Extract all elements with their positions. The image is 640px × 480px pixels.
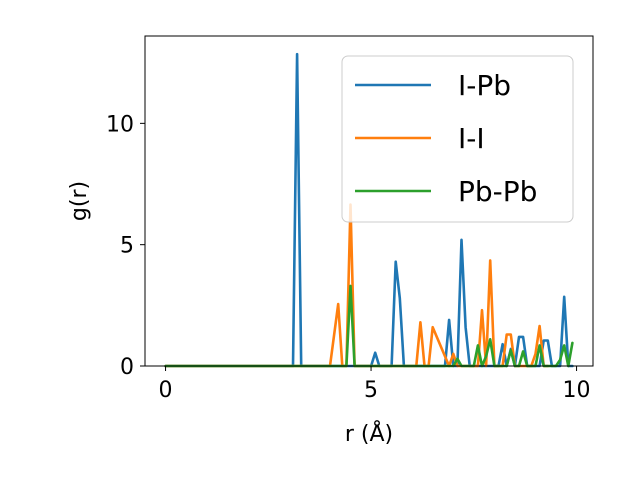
y-tick-label: 0 bbox=[120, 355, 134, 380]
x-tick-label: 5 bbox=[364, 378, 378, 403]
y-axis-label: g(r) bbox=[67, 181, 92, 221]
legend-label-i-i: I-I bbox=[458, 122, 485, 155]
x-axis-label: r (Å) bbox=[345, 420, 393, 447]
x-tick-label: 0 bbox=[159, 378, 173, 403]
plot-frame bbox=[144, 35, 594, 367]
legend-box bbox=[341, 55, 574, 223]
x-axis: 0 5 10 bbox=[159, 366, 591, 403]
legend: I-Pb I-I Pb-Pb bbox=[341, 55, 574, 223]
y-tick-label: 10 bbox=[106, 112, 134, 137]
legend-label-pb-pb: Pb-Pb bbox=[458, 175, 537, 208]
legend-label-i-pb: I-Pb bbox=[458, 69, 511, 102]
y-tick-label: 5 bbox=[120, 234, 134, 259]
x-tick-label: 10 bbox=[563, 378, 591, 403]
y-axis: 0 5 10 bbox=[106, 112, 145, 380]
